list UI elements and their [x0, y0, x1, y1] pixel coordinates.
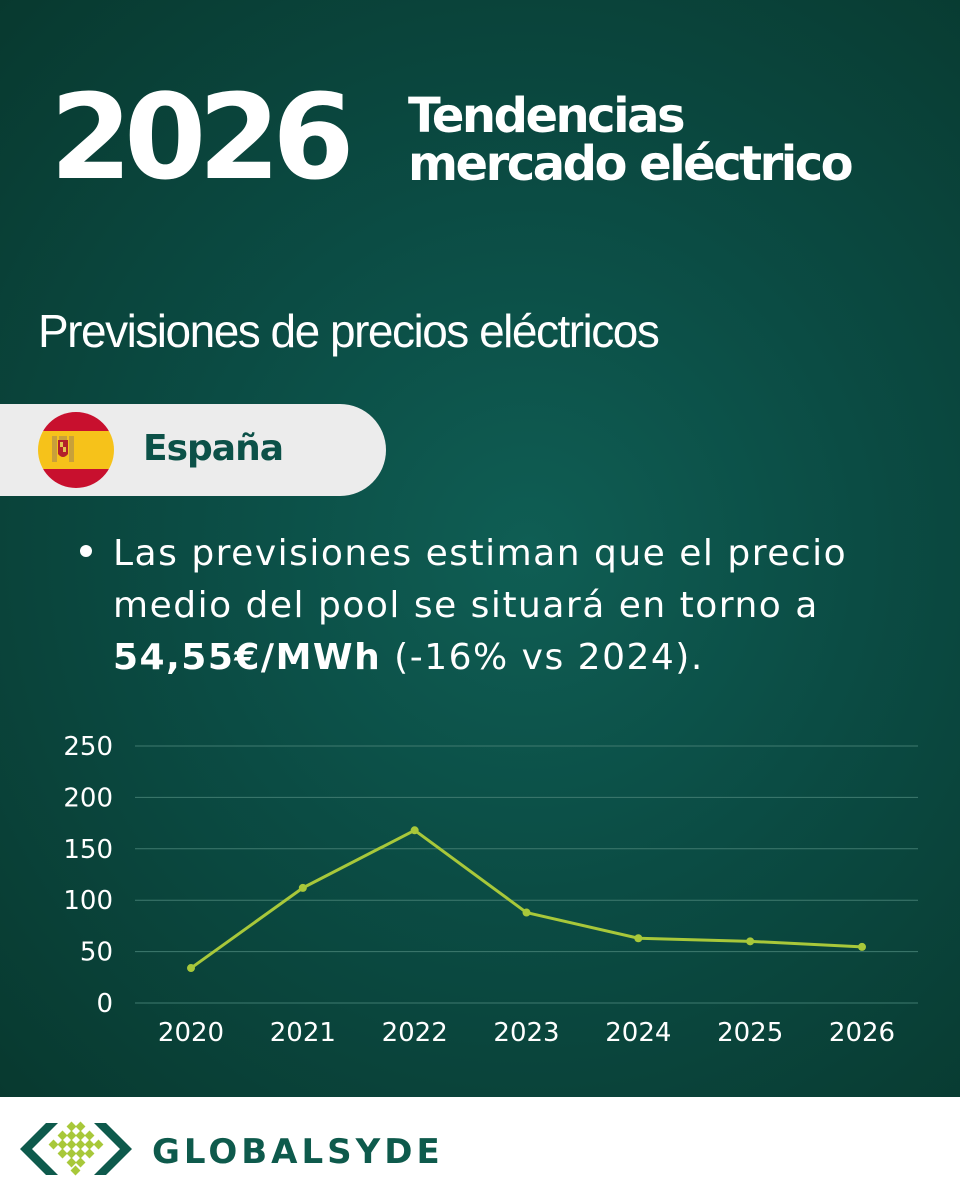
year-heading: 2026	[50, 68, 354, 206]
bullet-icon	[80, 545, 92, 557]
page-title: Tendencias mercado eléctrico	[408, 88, 854, 192]
y-tick-label: 100	[63, 886, 113, 916]
data-point	[746, 937, 755, 946]
title-line-2: mercado eléctrico	[408, 136, 854, 192]
x-tick-label: 2022	[382, 1018, 448, 1048]
data-point	[634, 934, 643, 943]
footer	[0, 1097, 960, 1200]
y-tick-label: 0	[96, 989, 113, 1019]
y-tick-label: 150	[63, 835, 113, 865]
forecast-bullet: Las previsiones estiman que el precio me…	[113, 528, 933, 684]
data-point	[858, 942, 866, 951]
price-highlight: 54,55€/MWh	[113, 637, 382, 678]
title-line-1: Tendencias	[408, 88, 686, 144]
price-comparison: (-16% vs 2024).	[381, 637, 704, 678]
bullet-line-2: medio del pool se situará en torno a	[113, 585, 819, 626]
brand-name: GLOBALSYDE	[152, 1132, 444, 1172]
x-tick-label: 2020	[158, 1018, 224, 1048]
series-line	[190, 828, 863, 970]
country-name: España	[143, 428, 284, 469]
hero-background	[0, 0, 960, 1097]
price-line-chart: 0 50 100 150 200 250 2020 2021 2022 2023 2024 2025 2…	[63, 732, 918, 1048]
x-tick-label: 2024	[605, 1018, 671, 1048]
spain-flag-icon	[38, 412, 114, 488]
x-tick-label: 2026	[829, 1018, 895, 1048]
bullet-line-3: 54,55€/MWh (-16% vs 2024).	[113, 632, 933, 684]
y-tick-label: 50	[80, 938, 113, 968]
coat-of-arms-icon	[52, 436, 74, 462]
data-point	[410, 826, 419, 835]
data-point	[187, 964, 195, 973]
section-subtitle: Previsiones de precios eléctricos	[38, 305, 660, 357]
y-tick-label: 250	[63, 732, 113, 762]
globalsyde-logo-icon	[20, 1121, 132, 1176]
y-tick-label: 200	[63, 783, 113, 813]
x-tick-label: 2023	[493, 1018, 559, 1048]
data-point	[298, 883, 307, 892]
data-point	[522, 908, 531, 917]
bullet-line-1: Las previsiones estiman que el precio	[113, 533, 848, 574]
x-tick-label: 2021	[270, 1018, 336, 1048]
x-tick-label: 2025	[717, 1018, 783, 1048]
